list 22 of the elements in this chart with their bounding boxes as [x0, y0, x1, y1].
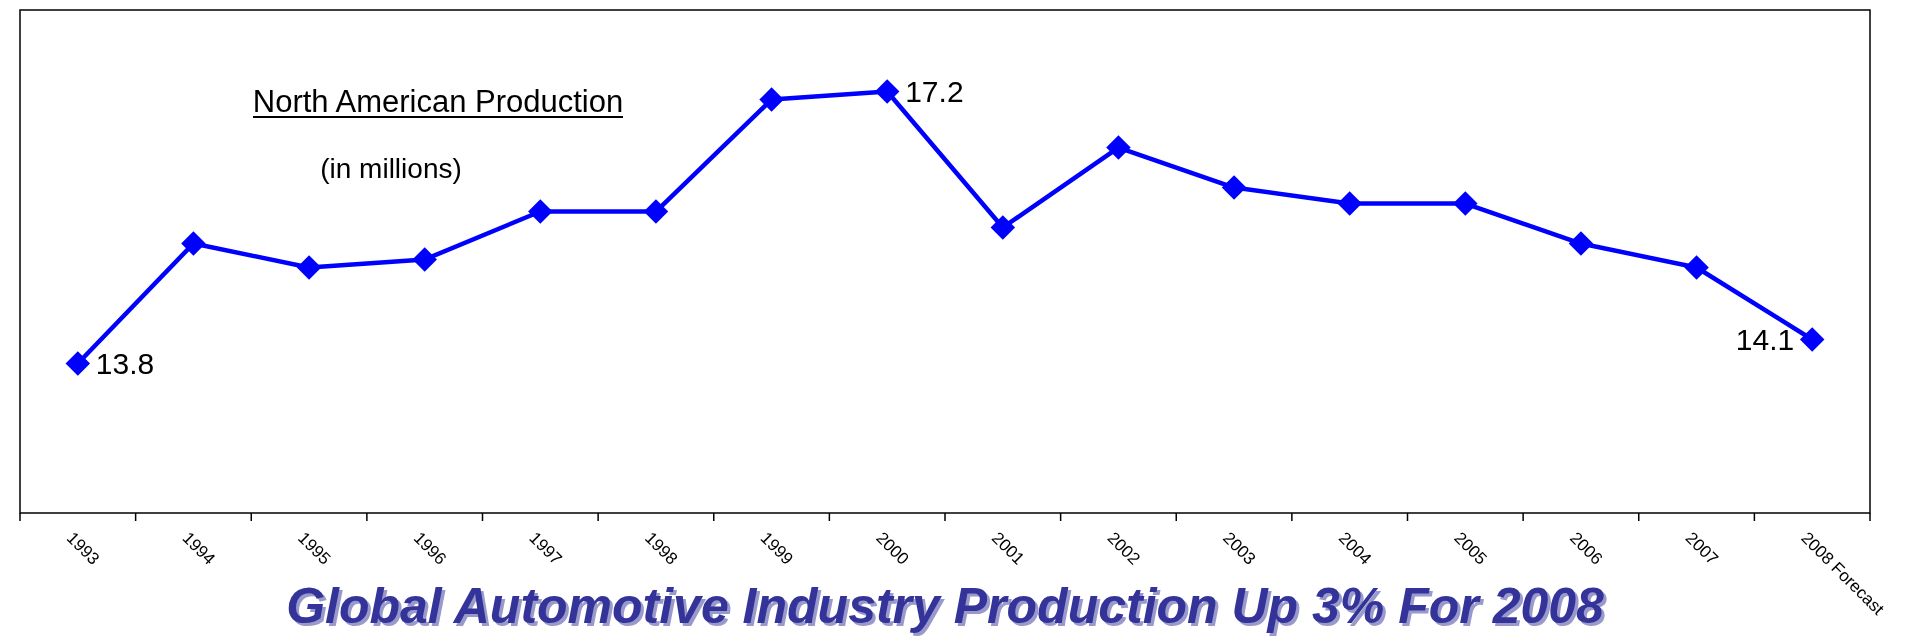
point — [1568, 231, 1594, 256]
point — [65, 351, 91, 376]
point — [528, 199, 553, 224]
point — [1337, 191, 1362, 216]
point — [990, 215, 1016, 240]
point — [1799, 327, 1825, 352]
point — [1106, 135, 1131, 160]
point — [412, 247, 437, 272]
data-label: 13.8 — [95, 346, 155, 380]
data-label: 17.2 — [905, 75, 964, 109]
point — [1684, 255, 1709, 280]
text: (in millions) — [320, 153, 462, 184]
point — [181, 231, 206, 256]
data-label: 14.1 — [1735, 322, 1795, 356]
point — [296, 255, 322, 280]
text: Global Automotive Industry Production Up 3% For 2008 — [286, 578, 1605, 634]
point — [759, 87, 784, 112]
point — [1453, 191, 1478, 216]
point — [1221, 175, 1247, 200]
point — [643, 199, 669, 224]
point — [874, 79, 900, 104]
chart-title: North American Production — [252, 84, 624, 119]
